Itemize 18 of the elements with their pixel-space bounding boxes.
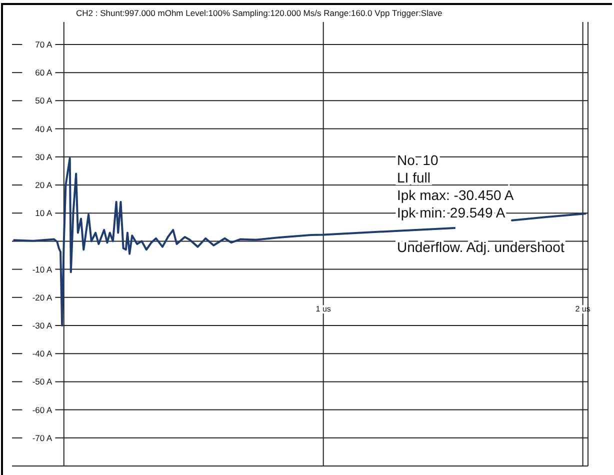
y-tick-label: -60 A xyxy=(32,404,53,415)
y-tick-label: -40 A xyxy=(32,348,53,359)
y-tick-label: 40 A xyxy=(35,124,53,134)
y-tick-label: 10 A xyxy=(35,208,53,218)
y-tick-label: -20 A xyxy=(32,292,53,302)
y-tick-label: 20 A xyxy=(35,180,53,190)
annotation: Ipk max: -30.450 A xyxy=(397,186,514,203)
y-tick-label: -30 A xyxy=(32,320,53,330)
y-tick-label: -50 A xyxy=(32,376,53,387)
y-tick-label: 50 A xyxy=(35,96,53,106)
annotation: LI full xyxy=(397,169,430,186)
y-tick-label: 60 A xyxy=(35,68,53,78)
y-tick-label: -70 A xyxy=(32,432,53,443)
annotation: Underflow. Adj. undershoot xyxy=(397,238,564,255)
y-tick-label: 30 A xyxy=(35,152,53,162)
y-tick-label: -10 A xyxy=(32,264,53,274)
chart-title: CH2 : Shunt:997.000 mOhm Level:100% Sampling:120.000 Ms/s Range:160.0 Vpp Trigger:Slave xyxy=(76,8,442,18)
y-tick-label: 70 A xyxy=(35,39,53,50)
